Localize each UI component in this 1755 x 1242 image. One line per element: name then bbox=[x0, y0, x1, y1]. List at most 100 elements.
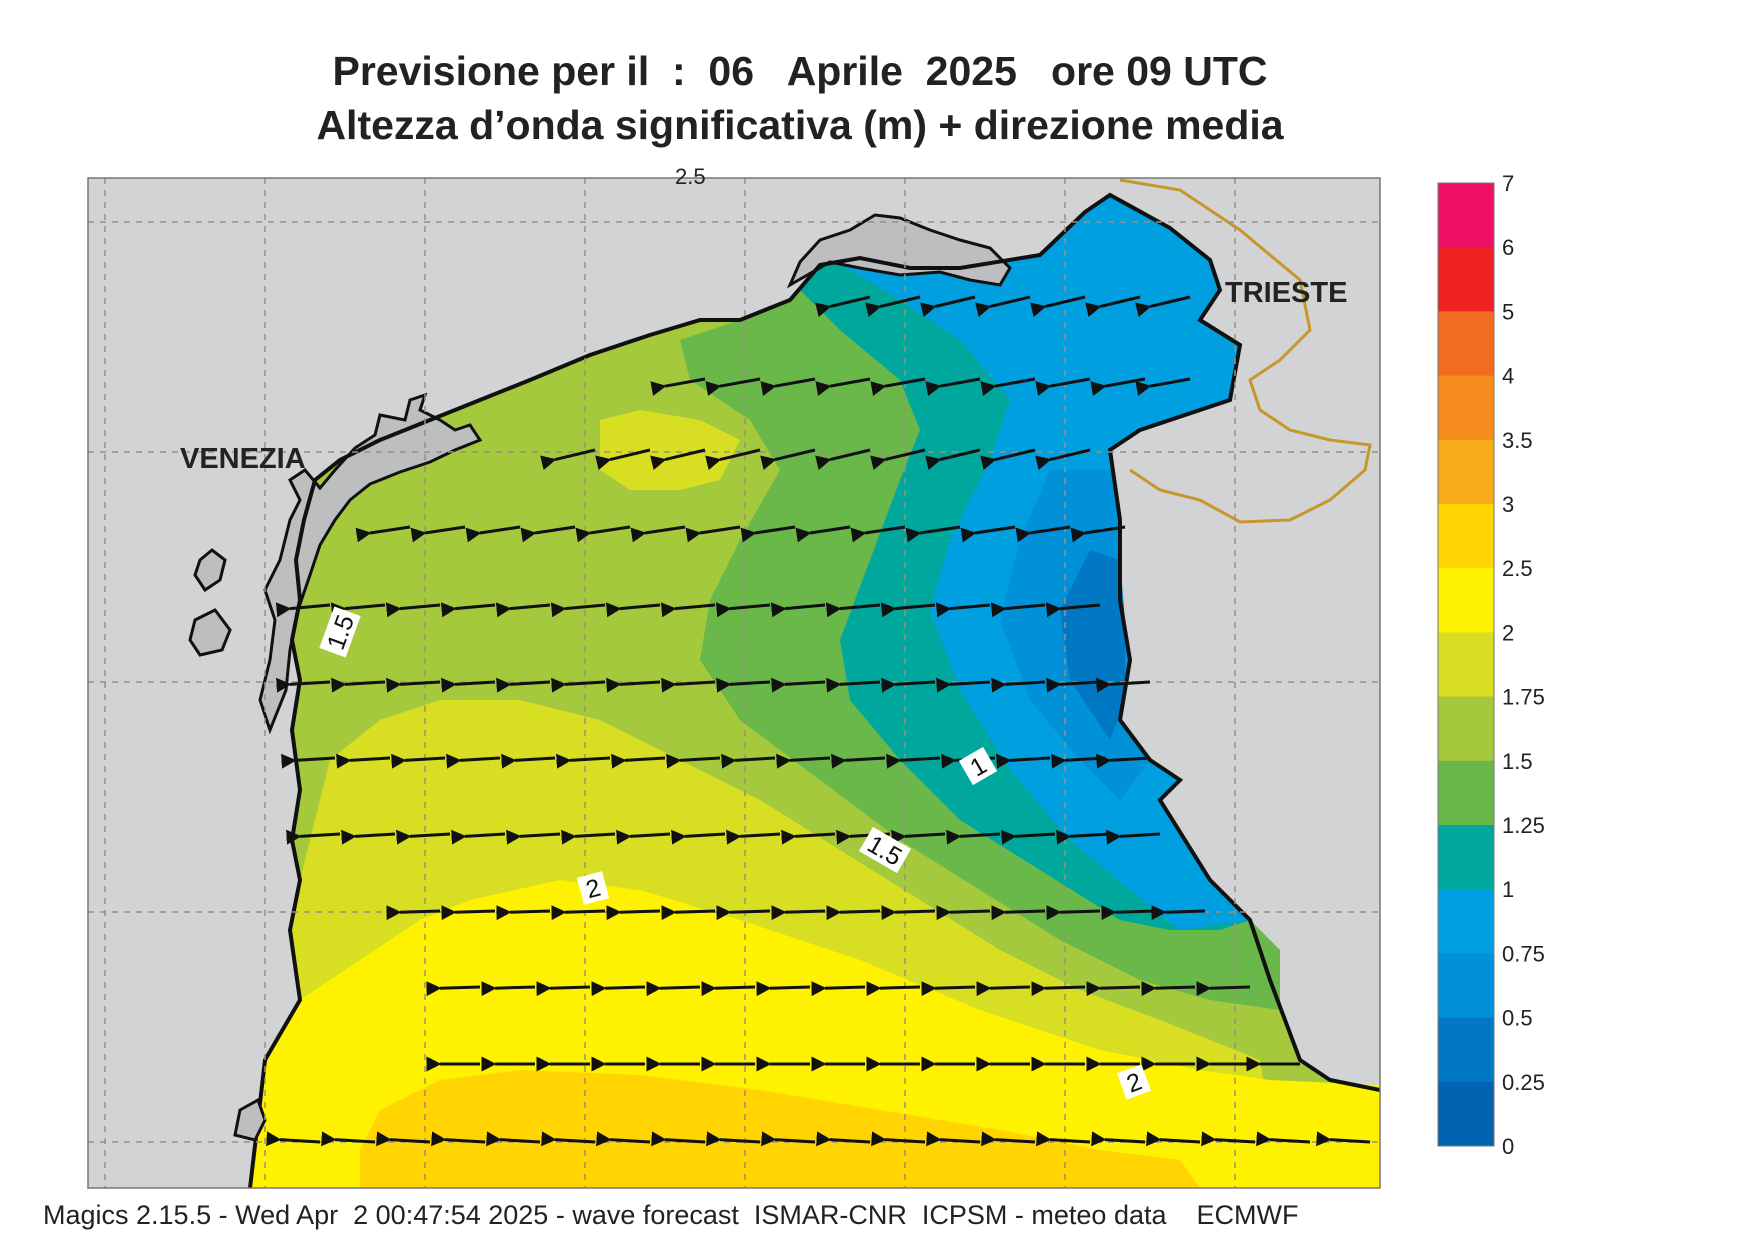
legend-swatch bbox=[1438, 247, 1494, 312]
direction-arrow bbox=[1035, 377, 1091, 396]
direction-arrow bbox=[550, 602, 606, 618]
partial-contour-label: 2.5 bbox=[675, 164, 706, 189]
direction-arrow bbox=[495, 602, 551, 618]
direction-arrow bbox=[671, 829, 726, 845]
legend-swatch bbox=[1438, 696, 1494, 762]
direction-arrow bbox=[1046, 677, 1101, 693]
direction-arrow bbox=[561, 829, 616, 845]
direction-arrow bbox=[826, 677, 881, 693]
map-title-line-1: Previsione per il : 06 Aprile 2025 ore 0… bbox=[332, 48, 1268, 94]
direction-arrow bbox=[990, 602, 1046, 618]
direction-arrow bbox=[661, 905, 716, 921]
direction-arrow bbox=[1151, 905, 1206, 921]
direction-arrow bbox=[1030, 295, 1086, 318]
direction-arrow bbox=[595, 448, 651, 471]
coastline bbox=[248, 192, 1380, 1188]
direction-arrow bbox=[975, 295, 1031, 318]
direction-arrow bbox=[1045, 602, 1101, 618]
direction-arrow bbox=[771, 905, 826, 921]
direction-arrow bbox=[551, 677, 606, 693]
direction-arrow bbox=[1141, 981, 1196, 997]
map-area bbox=[88, 178, 1380, 1188]
direction-arrow bbox=[815, 448, 871, 471]
direction-arrow bbox=[976, 981, 1031, 997]
legend-label: 0.5 bbox=[1502, 1006, 1533, 1031]
direction-arrow bbox=[596, 1131, 651, 1147]
direction-arrow bbox=[1046, 905, 1101, 921]
direction-arrow bbox=[520, 525, 576, 543]
legend-label: 7 bbox=[1502, 171, 1514, 196]
direction-arrow bbox=[1101, 905, 1156, 921]
direction-arrow bbox=[540, 448, 596, 471]
direction-arrow bbox=[991, 677, 1046, 693]
map-title-line-2: Altezza d’onda significativa (m) + direz… bbox=[316, 102, 1284, 148]
legend-frame bbox=[1437, 182, 1495, 1147]
footer-credits: Magics 2.15.5 - Wed Apr 2 00:47:54 2025 … bbox=[43, 1200, 1299, 1230]
direction-arrow bbox=[605, 602, 661, 618]
direction-arrow bbox=[871, 1131, 926, 1147]
direction-arrow bbox=[1091, 1131, 1146, 1147]
legend-swatch bbox=[1438, 889, 1494, 954]
direction-arrow bbox=[575, 525, 631, 543]
direction-arrow bbox=[716, 905, 771, 921]
legend-swatch bbox=[1438, 311, 1494, 377]
direction-arrow bbox=[1096, 753, 1151, 769]
direction-arrow bbox=[826, 905, 881, 921]
legend-swatch bbox=[1438, 568, 1494, 633]
direction-arrow bbox=[661, 677, 716, 693]
direction-arrow bbox=[760, 448, 816, 471]
direction-arrow bbox=[396, 829, 451, 845]
direction-arrow bbox=[996, 753, 1051, 769]
direction-arrow bbox=[831, 753, 886, 769]
direction-arrow bbox=[376, 1131, 431, 1147]
direction-arrow bbox=[506, 829, 561, 845]
direction-arrow bbox=[815, 295, 871, 318]
direction-arrow bbox=[1201, 1131, 1256, 1147]
direction-arrow bbox=[936, 905, 991, 921]
direction-arrow bbox=[630, 525, 686, 543]
direction-arrow bbox=[760, 377, 816, 396]
direction-arrow bbox=[606, 905, 661, 921]
direction-arrow bbox=[281, 753, 336, 769]
direction-arrow bbox=[431, 1131, 486, 1147]
direction-arrow bbox=[275, 602, 331, 618]
national-border bbox=[1119, 178, 1372, 524]
legend-label: 0 bbox=[1502, 1134, 1514, 1159]
direction-arrow bbox=[606, 677, 661, 693]
direction-arrow bbox=[761, 1131, 816, 1147]
direction-arrow bbox=[1035, 448, 1091, 471]
direction-arrow bbox=[891, 829, 946, 845]
direction-arrow bbox=[441, 677, 496, 693]
direction-arrow bbox=[920, 295, 976, 318]
direction-arrow bbox=[385, 602, 441, 618]
legend-label: 0.75 bbox=[1502, 941, 1545, 966]
direction-arrow bbox=[935, 602, 991, 618]
direction-arrow bbox=[880, 602, 936, 618]
direction-arrow bbox=[980, 377, 1036, 396]
direction-arrow bbox=[541, 1131, 596, 1147]
contour-label: 1 bbox=[958, 746, 998, 786]
direction-arrow bbox=[1031, 981, 1086, 997]
legend-label: 1 bbox=[1502, 877, 1514, 902]
direction-arrow bbox=[1146, 1131, 1201, 1147]
direction-arrow bbox=[770, 602, 826, 618]
direction-arrow bbox=[721, 753, 776, 769]
direction-arrow bbox=[451, 829, 506, 845]
direction-arrow bbox=[936, 677, 991, 693]
direction-arrow bbox=[816, 1131, 871, 1147]
direction-arrow bbox=[865, 295, 921, 318]
legend-swatch bbox=[1438, 439, 1494, 505]
direction-arrow bbox=[410, 525, 466, 543]
legend-label: 5 bbox=[1502, 299, 1514, 324]
direction-arrow bbox=[336, 753, 391, 769]
direction-arrow bbox=[591, 981, 646, 997]
direction-arrow bbox=[980, 448, 1036, 471]
direction-arrow bbox=[1015, 525, 1071, 543]
legend-label: 4 bbox=[1502, 364, 1514, 389]
direction-arrow bbox=[811, 981, 866, 997]
direction-arrow bbox=[870, 448, 926, 471]
direction-arrow bbox=[551, 905, 606, 921]
legend-label: 6 bbox=[1502, 235, 1514, 260]
direction-arrow bbox=[715, 602, 771, 618]
direction-arrow bbox=[330, 602, 386, 618]
